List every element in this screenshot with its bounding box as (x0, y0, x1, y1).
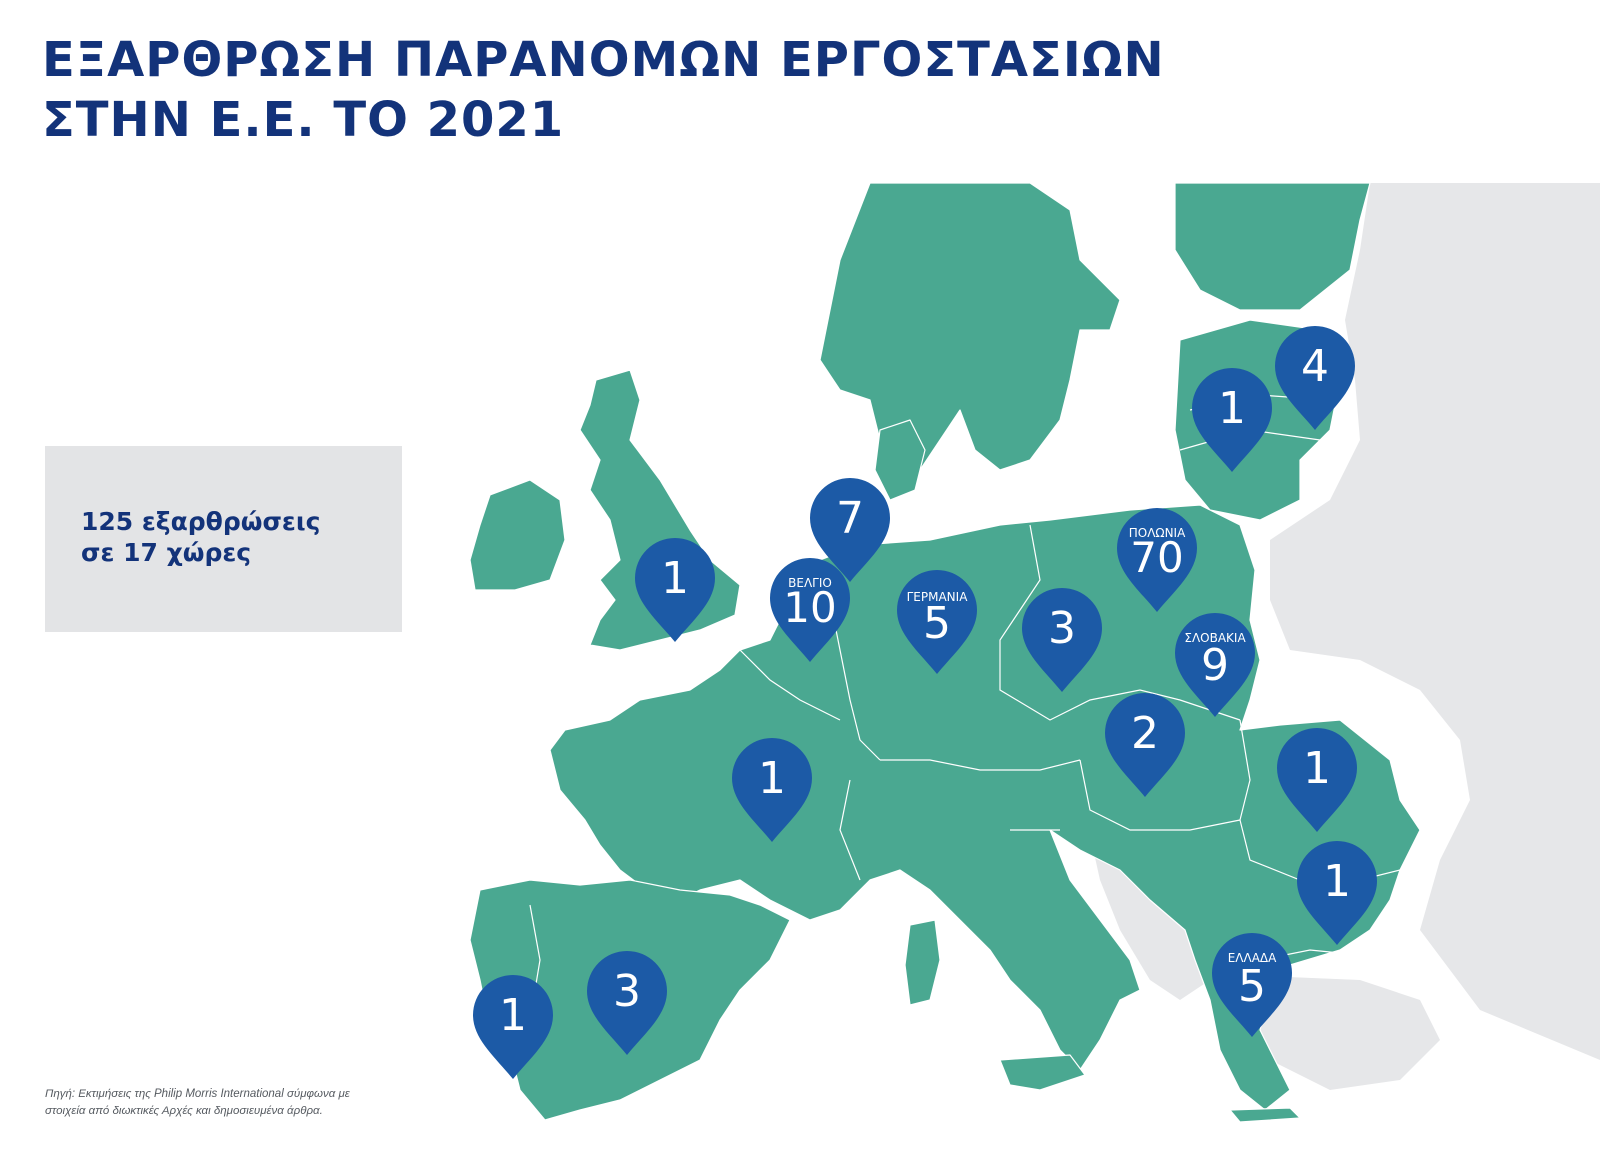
map-pin-value: 5 (1238, 961, 1266, 1012)
map-pin-bulgaria: 1 (1297, 841, 1377, 945)
map-pin-poland: ΠΟΛΩΝΙΑ 70 (1117, 508, 1197, 612)
map-pin-icon (1192, 368, 1272, 472)
map-pin-icon (473, 975, 553, 1079)
map-pin-country-label: ΕΛΛΑΔΑ (1228, 951, 1277, 965)
map-pin-icon (1277, 728, 1357, 832)
summary-box: 125 εξαρθρώσεις σε 17 χώρες (45, 446, 402, 632)
map-pin-icon (1105, 693, 1185, 797)
map-pin-value: 10 (783, 583, 836, 632)
map-pin-country-label: ΓΕΡΜΑΝΙΑ (907, 590, 969, 604)
map-pin-value: 1 (661, 553, 689, 604)
page-title-line-2: ΣΤΗΝ Ε.Ε. ΤΟ 2021 (42, 92, 565, 148)
map-pin-slovakia: ΣΛΟΒΑΚΙΑ 9 (1175, 613, 1255, 717)
map-pin-country-label: ΠΟΛΩΝΙΑ (1129, 526, 1186, 540)
summary-countries: σε 17 χώρες (81, 538, 252, 567)
map-pin-icon (897, 570, 977, 674)
map-pin-uk: 1 (635, 538, 715, 642)
map-pin-icon (1297, 841, 1377, 945)
map-pin-value: 70 (1130, 533, 1183, 582)
page-title-line-1: ΕΞΑΡΘΡΩΣΗ ΠΑΡΑΝΟΜΩΝ ΕΡΓΟΣΤΑΣΙΩΝ (42, 32, 1165, 88)
map-pin-value: 1 (499, 990, 527, 1041)
map-pin-icon (1275, 326, 1355, 430)
source-line-2: στοιχεία από διωκτικές Αρχές και δημοσιε… (45, 1105, 323, 1117)
map-pin-value: 4 (1301, 341, 1329, 392)
map-pin-icon (770, 558, 850, 662)
map-pin-icon (732, 738, 812, 842)
page-title: ΕΞΑΡΘΡΩΣΗ ΠΑΡΑΝΟΜΩΝ ΕΡΓΟΣΤΑΣΙΩΝ ΣΤΗΝ Ε.Ε… (42, 30, 1165, 150)
map-pin-value: 1 (1323, 856, 1351, 907)
map-pin-icon (1022, 588, 1102, 692)
map-pin-hungary: 2 (1105, 693, 1185, 797)
map-pin-lithuania: 1 (1192, 368, 1272, 472)
map-pin-icon (587, 951, 667, 1055)
map-pin-netherlands: 7 (810, 478, 890, 582)
map-pin-value: 5 (923, 598, 951, 649)
map-pin-spain: 3 (587, 951, 667, 1055)
summary-count: 125 εξαρθρώσεις (81, 507, 321, 536)
map-pin-czechia: 3 (1022, 588, 1102, 692)
map-pin-value: 1 (1303, 743, 1331, 794)
map-pins: 1 7 ΒΕΛΓΙΟ 10 ΓΕΡΜΑΝΙΑ 5 3 ΠΟΛΩΝΙΑ 70 ΣΛ… (473, 326, 1377, 1079)
map-pin-belgium: ΒΕΛΓΙΟ 10 (770, 558, 850, 662)
map-pin-icon (1212, 933, 1292, 1037)
summary-text: 125 εξαρθρώσεις σε 17 χώρες (81, 506, 320, 568)
source-note: Πηγή: Εκτιμήσεις της Philip Morris Inter… (45, 1086, 415, 1120)
map-pin-value: 9 (1201, 640, 1229, 691)
map-pin-greece: ΕΛΛΑΔΑ 5 (1212, 933, 1292, 1037)
map-pin-icon (1117, 508, 1197, 612)
map-pin-value: 1 (758, 753, 786, 804)
map-pin-portugal: 1 (473, 975, 553, 1079)
map-pin-value: 1 (1218, 383, 1246, 434)
map-pin-icon (810, 478, 890, 582)
map-pin-icon (1175, 613, 1255, 717)
source-line-1: Πηγή: Εκτιμήσεις της Philip Morris Inter… (45, 1088, 350, 1100)
map-pin-country-label: ΣΛΟΒΑΚΙΑ (1184, 631, 1246, 645)
map-pin-value: 7 (836, 493, 864, 544)
map-pin-country-label: ΒΕΛΓΙΟ (788, 576, 832, 590)
map-pin-icon (635, 538, 715, 642)
map-pin-value: 3 (1048, 603, 1076, 654)
map-pin-value: 3 (613, 966, 641, 1017)
map-pin-romania: 1 (1277, 728, 1357, 832)
map-pin-france: 1 (732, 738, 812, 842)
map-pin-latvia: 4 (1275, 326, 1355, 430)
map-pin-germany: ΓΕΡΜΑΝΙΑ 5 (897, 570, 977, 674)
map-pin-value: 2 (1131, 708, 1159, 759)
